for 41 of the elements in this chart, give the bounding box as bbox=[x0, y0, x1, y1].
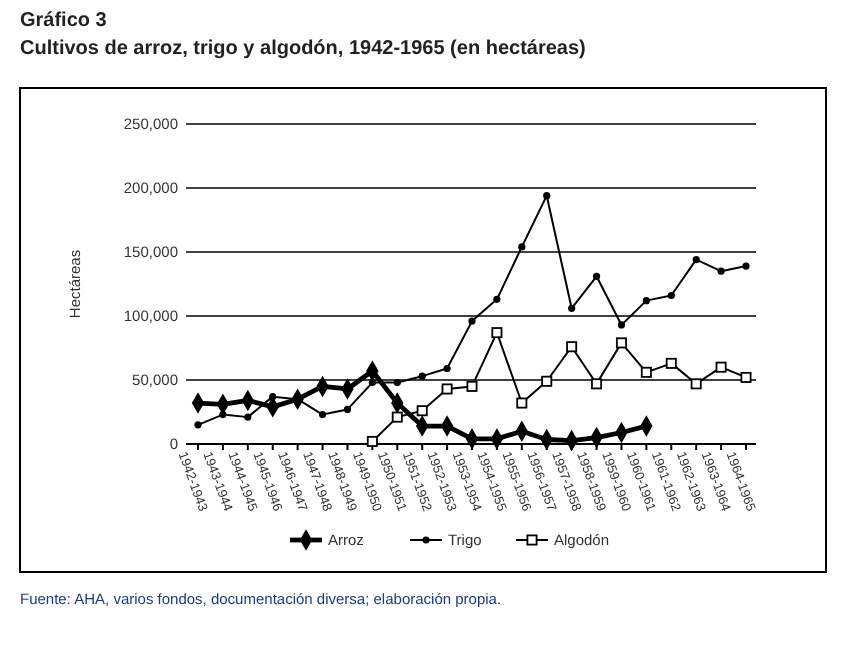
point bbox=[368, 378, 376, 387]
point bbox=[690, 378, 702, 390]
point bbox=[740, 371, 752, 383]
point bbox=[393, 378, 401, 387]
point bbox=[640, 366, 652, 378]
point bbox=[541, 375, 553, 387]
point bbox=[493, 295, 501, 303]
point bbox=[617, 321, 626, 329]
point bbox=[592, 272, 601, 280]
point bbox=[742, 262, 750, 270]
chart-subtitle: Cultivos de arroz, trigo y algodón, 1942-1965 (en hectáreas) bbox=[20, 38, 586, 60]
point bbox=[568, 304, 576, 312]
point bbox=[615, 337, 627, 349]
point bbox=[343, 405, 352, 414]
point bbox=[566, 341, 578, 353]
point bbox=[244, 413, 252, 421]
point bbox=[466, 380, 478, 392]
point bbox=[717, 267, 725, 275]
chart-title: Gráfico 3 bbox=[20, 10, 108, 32]
point bbox=[441, 383, 453, 395]
point bbox=[642, 297, 650, 305]
point bbox=[391, 411, 403, 423]
point bbox=[543, 192, 551, 200]
point bbox=[194, 421, 202, 429]
point bbox=[191, 393, 205, 413]
point bbox=[443, 364, 451, 373]
point bbox=[665, 357, 677, 369]
point bbox=[219, 410, 227, 419]
point bbox=[518, 243, 526, 251]
point bbox=[491, 327, 503, 339]
point bbox=[692, 256, 700, 264]
point bbox=[418, 372, 426, 380]
point bbox=[465, 429, 479, 449]
point bbox=[591, 378, 603, 390]
point bbox=[667, 291, 675, 300]
point bbox=[269, 393, 277, 401]
point bbox=[318, 410, 327, 419]
point bbox=[516, 397, 528, 409]
point bbox=[468, 317, 476, 325]
point bbox=[715, 361, 727, 373]
point bbox=[416, 405, 428, 417]
